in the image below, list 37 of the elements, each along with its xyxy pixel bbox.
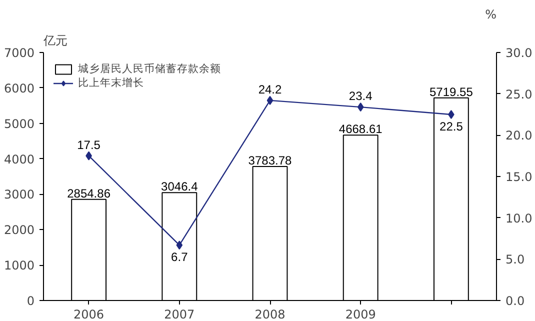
y-tick-label: 6000 (4, 81, 35, 96)
data-label: 23.4 (348, 89, 373, 104)
y2-axis-title: % (485, 8, 497, 22)
y2-tick-label: 10.0 (506, 211, 532, 226)
legend-label: 城乡居民人民币储蓄存款余额 (78, 62, 221, 76)
y2-tick-label: 5.0 (506, 252, 525, 267)
point (266, 96, 274, 105)
y-tick-label: 0 (26, 294, 35, 308)
data-label: 3046.4 (161, 180, 198, 194)
x-tick-label: 2008 (254, 308, 286, 321)
x-tick-label: 2007 (164, 308, 195, 321)
y-tick-label: 5000 (4, 116, 35, 131)
data-label: 22.5 (440, 120, 464, 134)
data-label: 24.2 (258, 82, 282, 96)
data-label: 3783.78 (248, 153, 292, 168)
data-label: 5719.55 (430, 84, 474, 99)
y2-tick-label: 25.0 (506, 87, 532, 102)
point (357, 102, 364, 112)
y2-tick-label: 30.0 (506, 46, 532, 60)
y-axis-title: 亿元 (42, 34, 68, 48)
y-tick-label: 4000 (4, 152, 35, 166)
data-label: 2854.86 (67, 186, 111, 200)
data-label: 4668.61 (338, 122, 383, 136)
y2-tick-label: 0.0 (506, 294, 525, 308)
y2-tick-label: 15.0 (506, 170, 532, 184)
y-tick-label: 1000 (4, 258, 35, 273)
y-tick-label: 7000 (4, 46, 35, 60)
y-tick-label: 3000 (4, 188, 35, 202)
point (448, 110, 454, 119)
legend-label: 比上年末增长 (78, 76, 144, 90)
data-label: 17.5 (77, 138, 101, 152)
data-label: 6.7 (171, 250, 188, 264)
y2-tick-label: 20.0 (506, 128, 532, 143)
y-tick-label: 2000 (4, 223, 35, 238)
x-tick-label: 2006 (74, 308, 104, 321)
x-tick-label: 2009 (345, 308, 376, 321)
point (176, 240, 183, 250)
